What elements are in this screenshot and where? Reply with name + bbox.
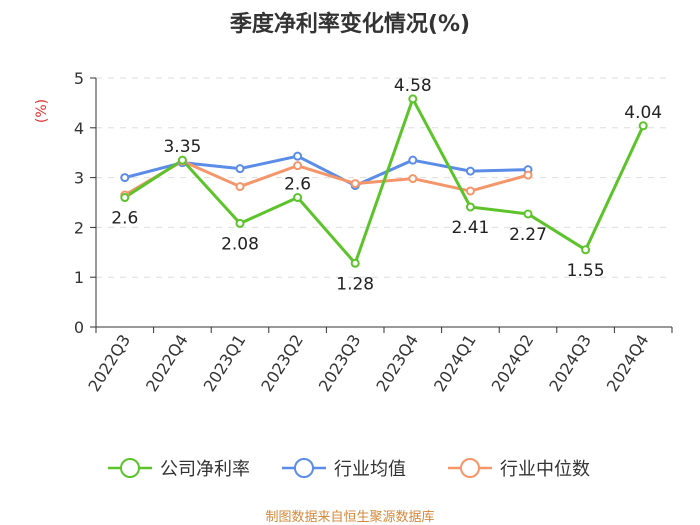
legend-label: 公司净利率 <box>160 459 250 480</box>
series-line <box>123 97 645 265</box>
data-label: 1.55 <box>567 261 605 281</box>
data-point <box>120 173 130 183</box>
data-label: 1.28 <box>336 274 374 294</box>
series-line <box>124 154 529 188</box>
data-label: 3.35 <box>163 137 201 157</box>
data-label: 2.27 <box>509 225 547 245</box>
y-tick-label: 5 <box>74 69 84 88</box>
y-tick-label: 0 <box>74 318 84 337</box>
data-point <box>523 170 533 180</box>
chart-title: 季度净利率变化情况(%) <box>229 12 471 37</box>
data-point <box>293 161 303 171</box>
data-point <box>120 193 130 203</box>
x-tick-label: 2024Q2 <box>488 331 538 395</box>
legend-marker <box>460 458 480 478</box>
data-point <box>638 121 648 131</box>
data-point <box>235 218 245 228</box>
series-lines <box>123 97 645 265</box>
data-label: 2.08 <box>221 234 259 254</box>
x-tick-label: 2023Q2 <box>257 331 307 395</box>
data-point <box>235 182 245 192</box>
data-point <box>293 193 303 203</box>
x-tick-label: 2023Q4 <box>372 331 422 395</box>
x-tick-label: 2022Q4 <box>142 331 192 395</box>
x-tick-label: 2024Q4 <box>603 331 653 395</box>
legend-label: 行业均值 <box>334 459 406 480</box>
series-points <box>120 94 648 268</box>
data-point <box>235 164 245 174</box>
data-label: 4.58 <box>394 76 432 96</box>
data-point <box>465 166 475 176</box>
data-point <box>408 174 418 184</box>
source-note: 制图数据来自恒生聚源数据库 <box>265 510 435 525</box>
data-label: 2.41 <box>451 218 489 238</box>
legend-label: 行业中位数 <box>500 459 590 480</box>
legend-marker <box>120 458 140 478</box>
x-tick-label: 2023Q1 <box>200 331 250 395</box>
data-label: 2.6 <box>111 209 138 229</box>
data-point <box>350 179 360 189</box>
legend: 公司净利率 行业均值 行业中位数 <box>108 458 590 480</box>
x-tick-label: 2024Q3 <box>545 331 595 395</box>
data-point <box>465 202 475 212</box>
data-point <box>177 155 187 165</box>
y-tick-label: 3 <box>74 169 84 188</box>
axes: 0 1 2 3 4 5 2022Q3 2022Q4 2023Q1 2023Q2 2023Q3 2023… <box>74 69 673 395</box>
data-point <box>465 186 475 196</box>
data-point <box>581 245 591 255</box>
y-tick-label: 1 <box>74 268 84 287</box>
data-point <box>350 258 360 268</box>
x-tick-label: 2023Q3 <box>315 331 365 395</box>
data-labels: 2.6 3.35 2.08 2.6 1.28 4.58 2.41 2.27 1.55 4.04 <box>111 76 662 294</box>
data-label: 2.6 <box>284 175 311 195</box>
data-point <box>408 94 418 104</box>
x-tick-label: 2024Q1 <box>430 331 480 395</box>
data-label: 4.04 <box>624 103 662 123</box>
y-tick-label: 2 <box>74 218 84 237</box>
y-tick-label: 4 <box>74 119 84 138</box>
data-point <box>293 151 303 161</box>
legend-marker <box>294 458 314 478</box>
data-point <box>523 209 533 219</box>
x-tick-label: 2022Q3 <box>84 331 134 395</box>
data-point <box>408 155 418 165</box>
y-axis-label: (%) <box>34 99 50 123</box>
